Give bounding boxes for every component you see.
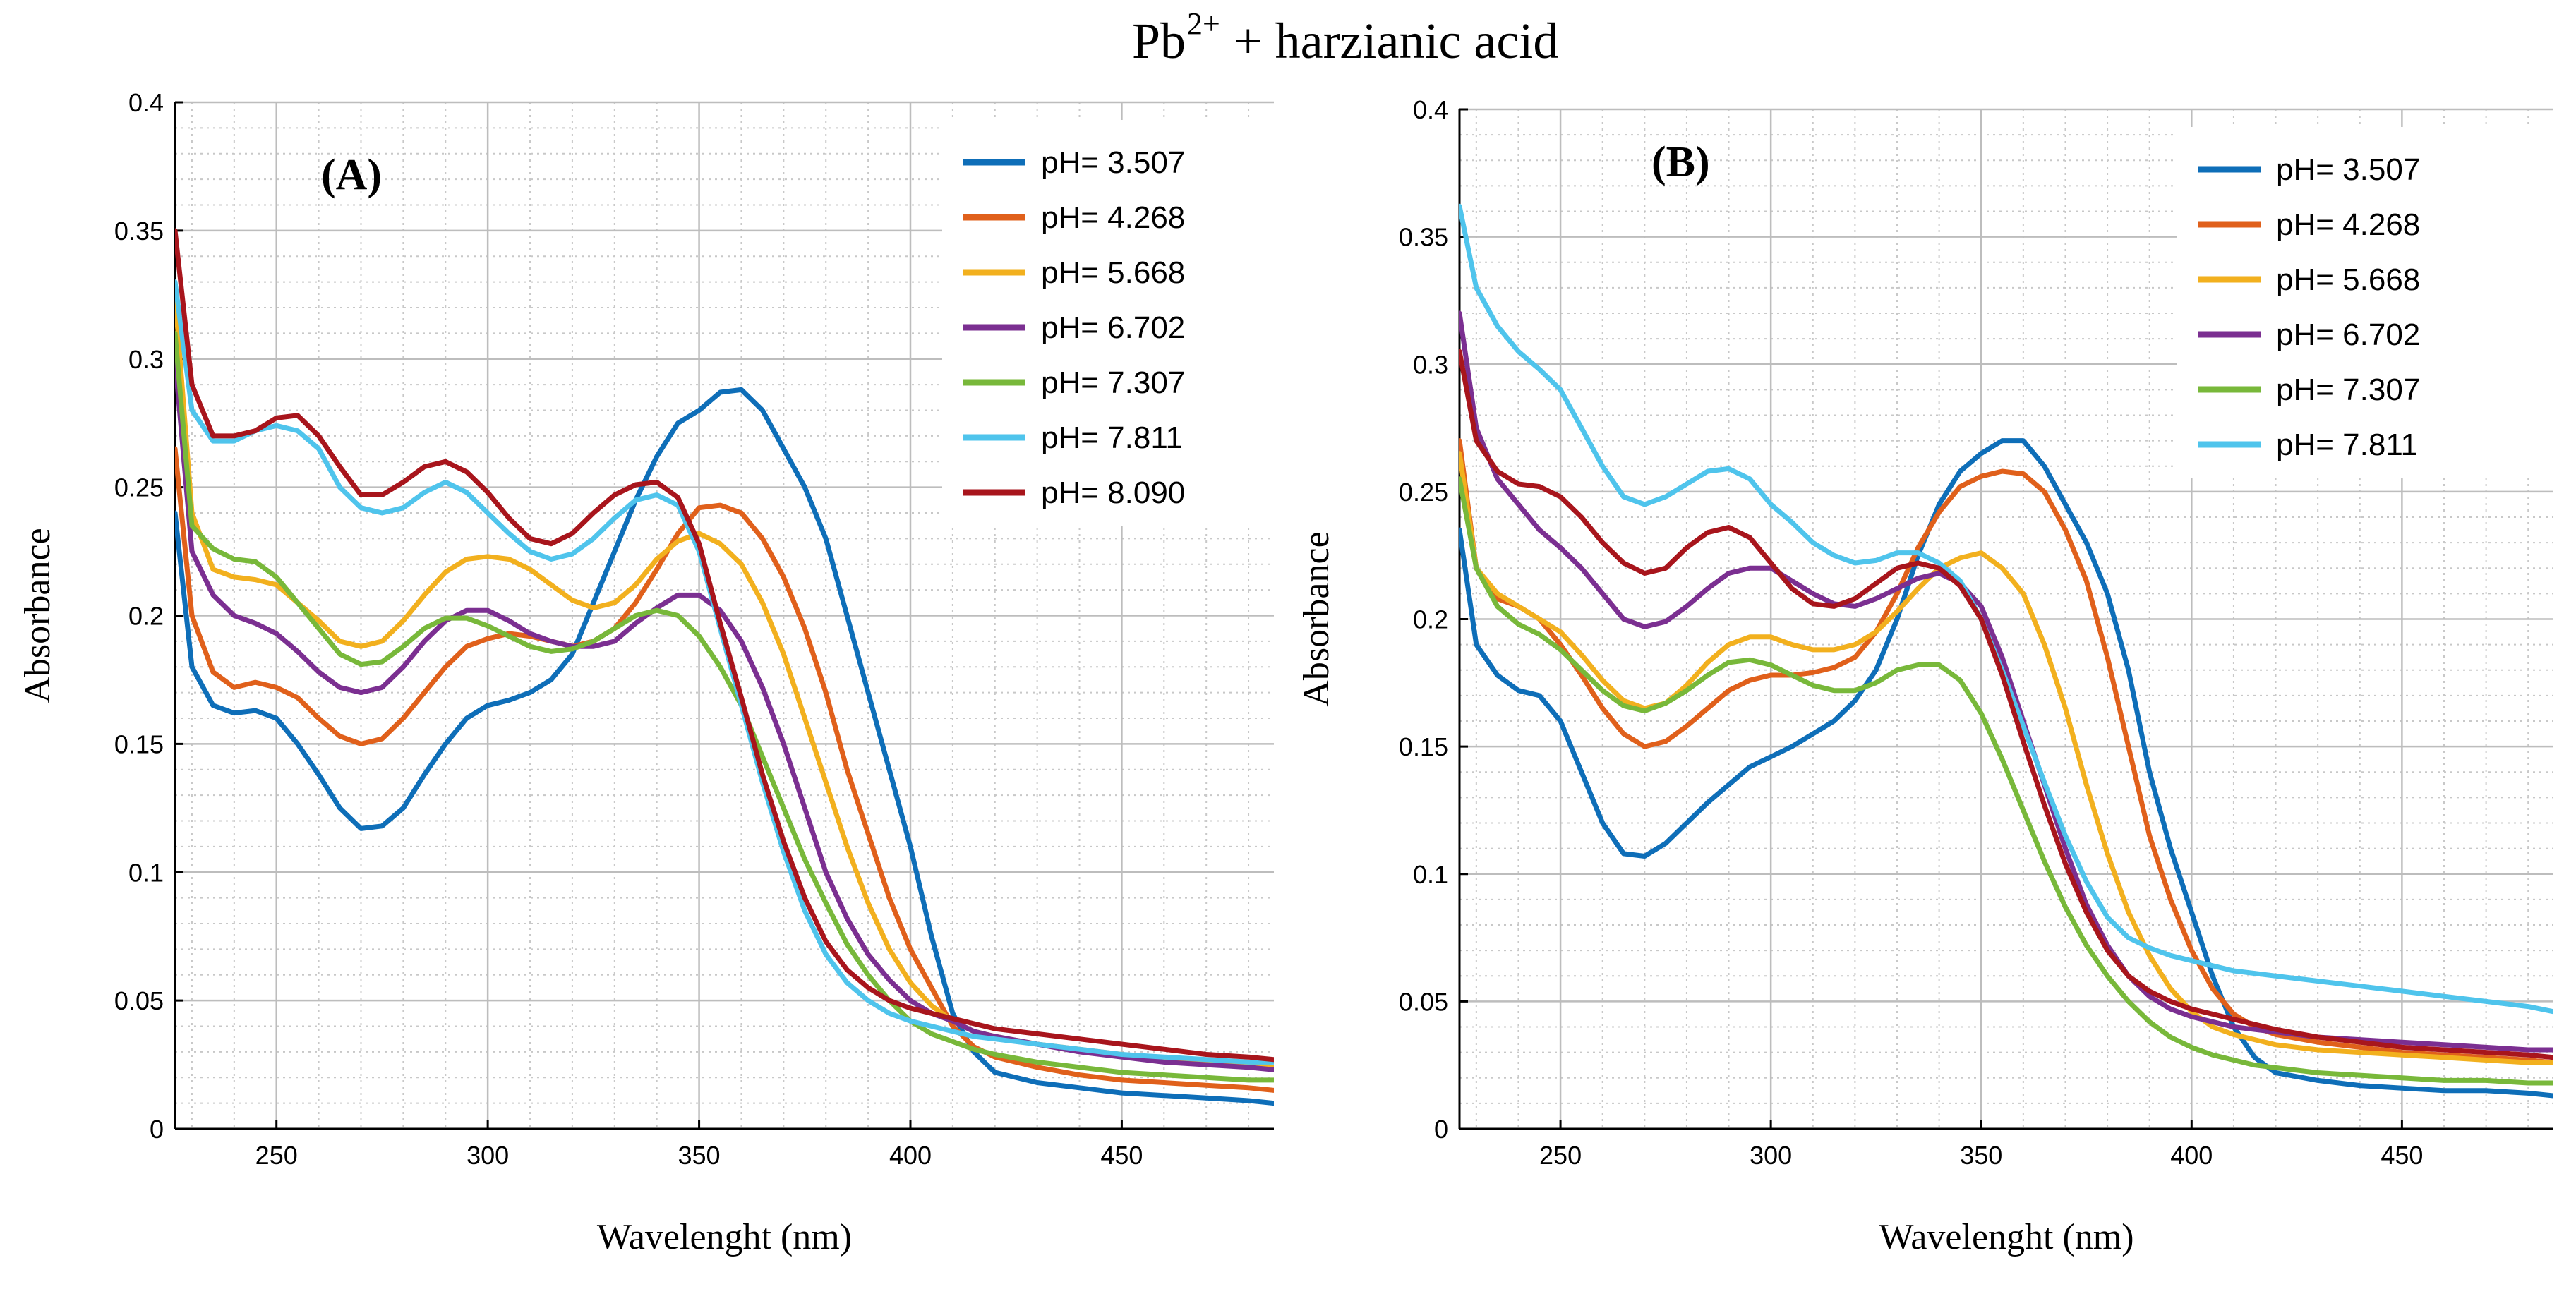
series-line-7 — [175, 228, 1274, 1063]
legend-label: pH= 3.507 — [2276, 152, 2420, 187]
x-tick-label: 350 — [1960, 1141, 2002, 1170]
figure-title-element: Pb — [1132, 13, 1186, 69]
x-tick-label: 250 — [255, 1141, 298, 1170]
x-axis-label: Wavelenght (nm) — [597, 1217, 852, 1257]
y-axis-label: Absorbance — [1296, 531, 1337, 706]
x-tick-label: 350 — [678, 1141, 721, 1170]
legend-label: pH= 7.307 — [1041, 365, 1185, 400]
legend-label: pH= 7.811 — [2276, 428, 2418, 462]
y-tick-label: 0 — [150, 1115, 164, 1144]
y-tick-label: 0.25 — [114, 473, 164, 502]
legend-label: pH= 5.668 — [2276, 262, 2420, 297]
panel-label: (B) — [1651, 138, 1710, 186]
legend-label: pH= 5.668 — [1041, 255, 1185, 290]
series-group — [1459, 203, 2553, 1099]
series-line-7 — [1459, 349, 2553, 1060]
y-tick-label: 0.15 — [1399, 732, 1448, 761]
series-line-1 — [1459, 438, 2553, 1099]
chart-panel-b: 250 300 350 400 450 0 0.05 0.1 0.15 0.2 0.25 0.3 0.3… — [1296, 95, 2553, 1257]
x-tick-label: 250 — [1539, 1141, 1582, 1170]
series-line-5 — [175, 330, 1274, 1083]
y-tick-label: 0.3 — [1413, 350, 1448, 379]
series-line-5 — [1459, 476, 2553, 1086]
y-tick-label: 0.4 — [1413, 95, 1448, 124]
y-tick-label: 0.1 — [128, 858, 164, 887]
legend-label: pH= 6.702 — [2276, 317, 2420, 352]
series-line-1 — [175, 387, 1274, 1106]
y-tick-label: 0.05 — [114, 986, 164, 1015]
series-line-4 — [175, 356, 1274, 1072]
chart-panel-a: 250 300 350 400 450 0 0.05 0.1 0.15 0.2 0.25 0.3 0.3… — [18, 88, 1274, 1257]
y-tick-label: 0.05 — [1399, 987, 1448, 1016]
legend: pH= 3.507 pH= 4.268 pH= 5.668 pH= 6.702 pH= … — [942, 120, 1274, 526]
figure-title-compound: + harzianic acid — [1234, 13, 1558, 69]
legend-label: pH= 3.507 — [1041, 145, 1185, 180]
legend-label: pH= 7.811 — [1041, 420, 1183, 455]
y-tick-label: 0.25 — [1399, 478, 1448, 507]
series-line-6 — [175, 279, 1274, 1065]
figure-title-charge: 2+ — [1187, 6, 1220, 41]
x-tick-label: 450 — [1100, 1141, 1143, 1170]
y-tick-label: 0.35 — [114, 217, 164, 246]
series-line-4 — [1459, 310, 2553, 1053]
panel-label: (A) — [321, 151, 382, 199]
legend-label: pH= 4.268 — [2276, 207, 2420, 242]
y-tick-label: 0.35 — [1399, 223, 1448, 252]
legend: pH= 3.507 pH= 4.268 pH= 5.668 pH= 6.702 pH= … — [2177, 127, 2553, 478]
legend-label: pH= 6.702 — [1041, 310, 1185, 345]
x-tick-label: 300 — [1750, 1141, 1792, 1170]
y-tick-label: 0.4 — [128, 88, 164, 117]
y-tick-label: 0 — [1434, 1115, 1448, 1144]
x-tick-label: 450 — [2381, 1141, 2423, 1170]
y-axis-label: Absorbance — [18, 528, 58, 703]
y-tick-label: 0.3 — [128, 345, 164, 374]
legend-label: pH= 7.307 — [2276, 373, 2420, 407]
legend-label: pH= 8.090 — [1041, 476, 1185, 510]
series-group — [175, 228, 1274, 1106]
y-tick-label: 0.15 — [114, 730, 164, 758]
y-tick-label: 0.1 — [1413, 860, 1448, 889]
x-tick-label: 400 — [889, 1141, 932, 1170]
series-line-6 — [1459, 203, 2553, 1015]
legend-label: pH= 4.268 — [1041, 200, 1185, 235]
legend-box — [2177, 127, 2553, 478]
x-axis-label: Wavelenght (nm) — [1879, 1217, 2133, 1257]
legend-box — [942, 120, 1274, 526]
y-tick-label: 0.2 — [1413, 605, 1448, 634]
x-tick-label: 300 — [467, 1141, 509, 1170]
x-tick-label: 400 — [2170, 1141, 2213, 1170]
y-tick-label: 0.2 — [128, 602, 164, 631]
